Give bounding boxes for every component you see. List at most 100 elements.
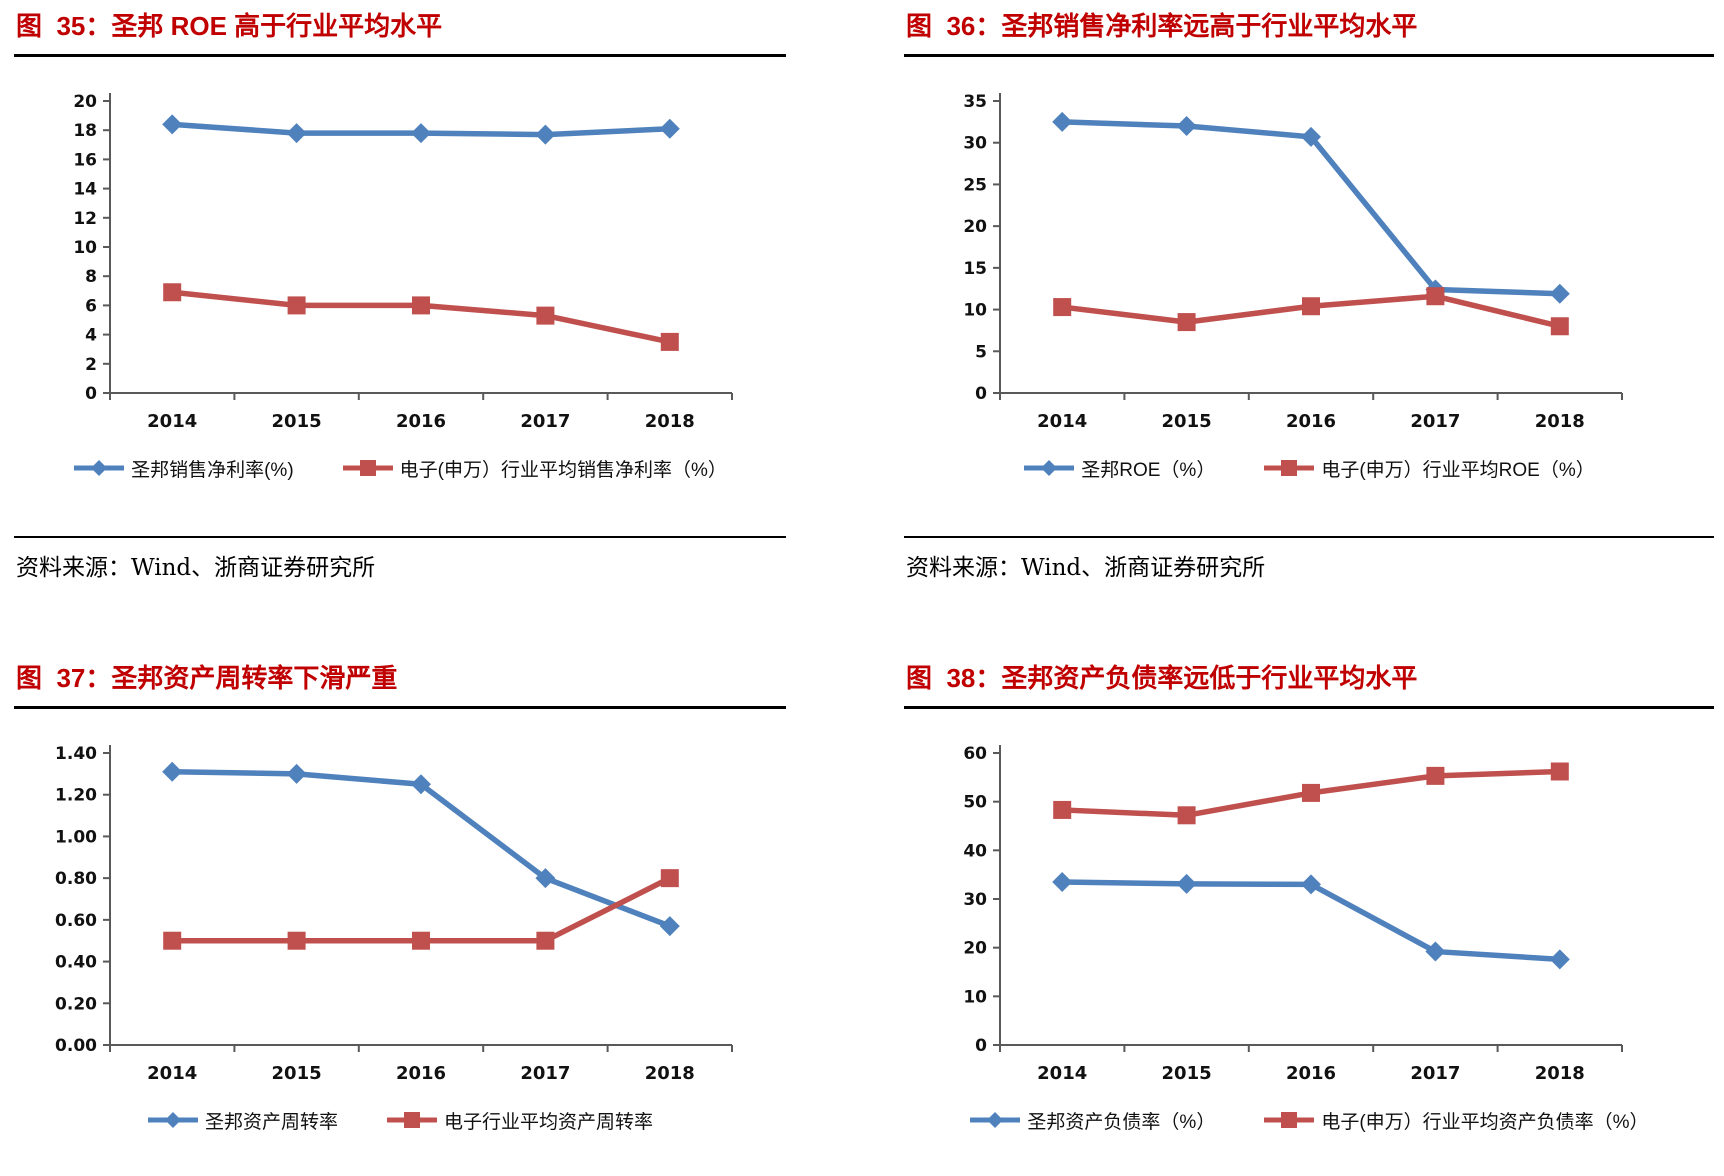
data-point-diamond-marker	[286, 763, 307, 784]
data-point-square-marker	[287, 296, 306, 315]
legend-item: 圣邦资产周转率	[147, 1107, 338, 1134]
legend-item: 电子(申万）行业平均资产负债率（%）	[1263, 1107, 1649, 1134]
y-tick-label: 20	[73, 92, 97, 112]
figure-37-legend: 圣邦资产周转率 电子行业平均资产周转率	[14, 1107, 786, 1134]
y-tick-label: 10	[73, 238, 97, 258]
data-point-square-marker	[1053, 800, 1072, 819]
y-tick-label: 2	[85, 355, 97, 375]
report-charts-page: 图 35：圣邦 ROE 高于行业平均水平 0 2 4 6 8 10 12 14 16 18 20 20…	[14, 8, 1714, 1134]
y-tick-label: 0	[975, 1036, 987, 1056]
data-point-square-marker	[1177, 312, 1196, 331]
x-tick-label: 2018	[1535, 411, 1585, 432]
y-tick-label: 0.80	[55, 869, 97, 889]
legend-line-diamond-icon	[970, 1112, 1021, 1129]
legend-line-diamond-icon	[74, 460, 125, 477]
x-tick-label: 2016	[1286, 411, 1336, 432]
y-tick-label: 0.60	[55, 911, 97, 931]
figure-35-source-note: 资料来源：Wind、浙商证券研究所	[14, 535, 786, 582]
y-tick-label: 50	[963, 792, 987, 812]
figure-36-source-note: 资料来源：Wind、浙商证券研究所	[904, 535, 1714, 582]
legend-item: 电子行业平均资产周转率	[386, 1107, 653, 1134]
legend-line-square-icon	[342, 460, 393, 477]
legend-line-diamond-icon	[147, 1112, 198, 1129]
data-point-diamond-marker	[1176, 873, 1197, 894]
data-point-diamond-marker	[411, 774, 431, 795]
y-tick-label: 30	[963, 890, 987, 910]
y-tick-label: 18	[73, 121, 97, 141]
y-tick-label: 12	[73, 209, 97, 229]
figure-35-title: 图 35：圣邦 ROE 高于行业平均水平	[14, 8, 786, 57]
data-point-square-marker	[412, 931, 430, 950]
figure-38-chart-canvas: 0 10 20 30 40 50 60 2014 2015 2016 2017 2018	[963, 744, 1623, 1084]
y-tick-label: 20	[963, 938, 987, 958]
data-point-square-marker	[1426, 766, 1445, 785]
y-tick-label: 16	[73, 150, 97, 170]
x-tick-label: 2017	[1410, 411, 1460, 432]
y-tick-label: 10	[963, 300, 987, 320]
series-line-0	[1062, 118, 1560, 297]
figure-35-chart-canvas: 0 2 4 6 8 10 12 14 16 18 20 2014 2015 2016 2017 2018	[73, 92, 733, 432]
x-tick-label: 2015	[1162, 1063, 1212, 1084]
x-tick-label: 2014	[147, 411, 197, 432]
x-tick-label: 2014	[1037, 411, 1087, 432]
legend-line-square-icon	[1264, 1112, 1315, 1129]
figure-37-chart-canvas: 0.00 0.20 0.40 0.60 0.80 1.00 1.20 1.40 2014 2015…	[55, 744, 733, 1084]
data-point-square-marker	[1426, 287, 1445, 306]
legend-square-marker	[1281, 460, 1298, 477]
y-tick-label: 60	[963, 744, 987, 764]
y-tick-label: 1.40	[55, 744, 97, 764]
data-point-diamond-marker	[1301, 126, 1321, 147]
x-tick-label: 2015	[272, 411, 322, 432]
y-tick-label: 0.00	[55, 1036, 97, 1056]
legend-label: 圣邦资产负债率（%）	[1027, 1111, 1216, 1133]
data-point-diamond-marker	[1176, 115, 1197, 136]
figure-38: 图 38：圣邦资产负债率远低于行业平均水平 0 10 20 30 40 50 60 2014 2…	[904, 660, 1714, 1134]
legend-square-marker	[359, 460, 376, 477]
series-line-0	[172, 768, 671, 929]
figure-38-legend: 圣邦资产负债率（%） 电子(申万）行业平均资产负债率（%）	[904, 1107, 1714, 1134]
y-tick-label: 5	[975, 342, 987, 362]
legend-label: 圣邦ROE（%）	[1081, 459, 1216, 481]
data-point-diamond-marker	[162, 114, 183, 135]
data-point-square-marker	[1550, 317, 1569, 336]
data-point-square-marker	[1302, 783, 1320, 802]
data-point-diamond-marker	[286, 123, 307, 144]
legend-item: 圣邦ROE（%）	[1023, 455, 1215, 482]
data-point-square-marker	[536, 306, 555, 325]
data-point-diamond-marker	[411, 123, 431, 144]
data-point-diamond-marker	[1549, 949, 1570, 970]
x-tick-label: 2017	[1410, 1063, 1460, 1084]
y-tick-label: 0.40	[55, 952, 97, 972]
data-point-square-marker	[1302, 297, 1320, 316]
x-tick-label: 2014	[1037, 1063, 1087, 1084]
data-point-square-marker	[1177, 806, 1196, 825]
legend-label: 电子行业平均资产周转率	[444, 1111, 654, 1133]
legend-diamond-marker	[91, 460, 108, 477]
legend-diamond-marker	[987, 1112, 1004, 1129]
data-point-square-marker	[412, 296, 430, 315]
legend-diamond-marker	[1041, 460, 1058, 477]
y-tick-label: 1.00	[55, 827, 97, 847]
x-tick-label: 2014	[147, 1063, 197, 1084]
y-tick-label: 1.20	[55, 785, 97, 805]
data-point-diamond-marker	[162, 761, 183, 782]
y-tick-label: 10	[963, 987, 987, 1007]
x-tick-label: 2015	[272, 1063, 322, 1084]
figure-37: 图 37：圣邦资产周转率下滑严重 0.00 0.20 0.40 0.60 0.80 1.0…	[14, 660, 786, 1134]
x-tick-label: 2018	[645, 1063, 695, 1084]
data-point-diamond-marker	[535, 124, 556, 145]
y-tick-label: 4	[85, 325, 97, 345]
legend-item: 圣邦销售净利率(%)	[73, 455, 294, 482]
data-point-square-marker	[660, 868, 679, 887]
y-tick-label: 0.20	[55, 994, 97, 1014]
legend-label: 电子(申万）行业平均ROE（%）	[1321, 459, 1595, 481]
figure-36-legend: 圣邦ROE（%） 电子(申万）行业平均ROE（%）	[904, 455, 1714, 482]
data-point-diamond-marker	[1301, 874, 1321, 895]
y-tick-label: 6	[85, 296, 97, 316]
data-point-diamond-marker	[1425, 941, 1446, 962]
y-tick-label: 30	[963, 134, 987, 154]
legend-label: 电子(申万）行业平均销售净利率（%）	[399, 459, 727, 481]
y-tick-label: 14	[73, 179, 97, 199]
legend-item: 电子(申万）行业平均ROE（%）	[1263, 455, 1595, 482]
data-point-square-marker	[1550, 762, 1569, 781]
